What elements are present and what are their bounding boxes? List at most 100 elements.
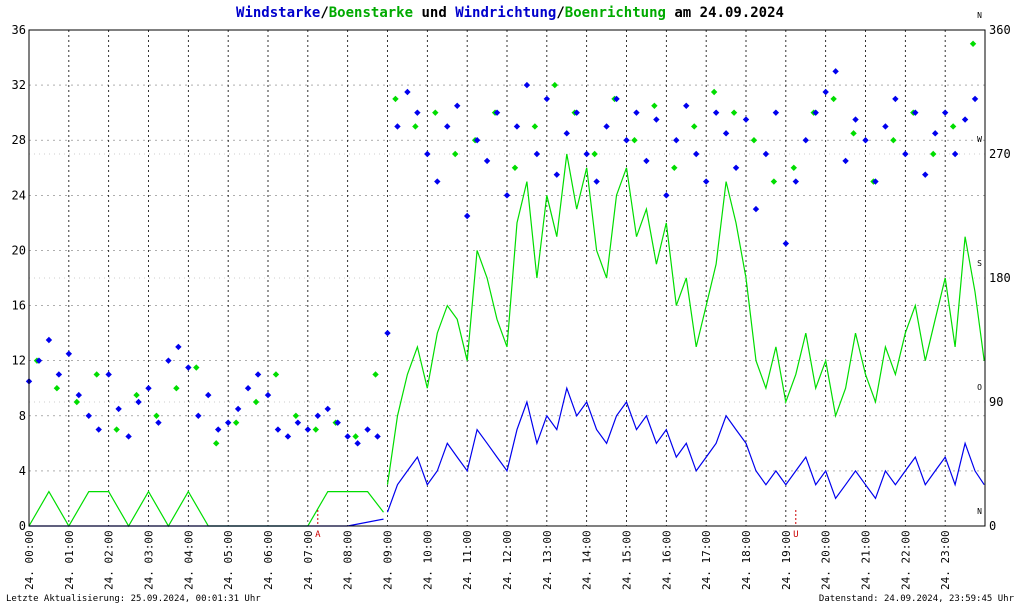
point-boenrichtung (850, 130, 857, 137)
point-boenrichtung (292, 412, 300, 419)
marker-label: U (793, 530, 798, 540)
point-boenrichtung (591, 150, 598, 158)
point-windrichtung (951, 150, 959, 158)
point-boenrichtung (392, 95, 399, 103)
point-windrichtung (473, 137, 481, 144)
point-boenrichtung (651, 102, 658, 109)
x-tick-label: 24. 22:00 (899, 530, 912, 590)
point-windrichtung (115, 405, 122, 413)
chart-title: Windstarke/Boenstarke und Windrichtung/B… (236, 5, 784, 21)
point-windrichtung (85, 412, 92, 419)
x-tick-label: 24. 12:00 (501, 530, 514, 590)
point-windrichtung (274, 426, 282, 433)
compass-label: W (977, 135, 982, 144)
point-boenrichtung (452, 150, 459, 158)
point-windrichtung (712, 109, 720, 116)
point-boenrichtung (949, 123, 957, 130)
point-windrichtung (45, 336, 53, 344)
point-windrichtung (125, 433, 132, 440)
compass-label: S (977, 259, 982, 268)
x-tick-label: 24. 19:00 (780, 530, 793, 590)
point-windrichtung (224, 419, 232, 426)
footer-last-update: Letzte Aktualisierung: 25.09.2024, 00:01… (6, 594, 261, 604)
point-windrichtung (971, 95, 979, 103)
point-windrichtung (902, 150, 909, 158)
point-windrichtung (215, 426, 222, 433)
point-boenrichtung (830, 95, 837, 103)
point-windrichtung (483, 157, 491, 165)
point-windrichtung (404, 88, 411, 96)
point-boenrichtung (113, 426, 120, 433)
point-windrichtung (762, 150, 770, 158)
point-boenrichtung (173, 385, 180, 392)
point-windrichtung (852, 116, 859, 123)
point-windrichtung (593, 178, 600, 185)
x-tick-label: 24. 23:00 (939, 530, 952, 590)
point-windrichtung (105, 371, 112, 378)
point-windrichtung (444, 123, 451, 130)
series-line-boenstarke (386, 153, 985, 485)
point-windrichtung (304, 426, 312, 433)
point-boenrichtung (671, 164, 678, 171)
y-left-tick-label: 0 (19, 519, 26, 533)
point-windrichtung (862, 137, 869, 144)
y-right-tick-label: 360 (989, 23, 1011, 37)
x-tick-label: 24. 10:00 (421, 530, 434, 590)
point-windrichtung (772, 109, 780, 116)
point-windrichtung (344, 433, 351, 440)
x-tick-label: 24. 02:00 (103, 530, 116, 590)
title-part-7: am 24.09.2024 (666, 5, 784, 21)
axis-layer (28, 29, 986, 527)
point-boenrichtung (531, 123, 539, 130)
x-tick-label: 24. 05:00 (222, 530, 235, 590)
point-windrichtung (533, 150, 541, 158)
point-boenrichtung (73, 398, 80, 406)
x-tick-label: 24. 13:00 (541, 530, 554, 590)
compass-label: O (977, 383, 982, 392)
point-windrichtung (822, 88, 829, 96)
y-right-tick-label: 270 (989, 147, 1011, 161)
point-windrichtung (463, 212, 471, 220)
point-windrichtung (961, 116, 969, 123)
point-boenrichtung (133, 391, 140, 399)
x-tick-label: 24. 16:00 (660, 530, 673, 590)
x-tick-label: 24. 11:00 (461, 530, 474, 590)
series-line-windstarke (386, 386, 985, 513)
point-windrichtung (384, 329, 391, 337)
x-tick-label: 24. 20:00 (820, 530, 833, 590)
y-left-tick-label: 4 (19, 464, 26, 478)
x-tick-label: 24. 17:00 (700, 530, 713, 590)
x-tick-label: 24. 03:00 (143, 530, 156, 590)
y-right-tick-label: 0 (989, 519, 996, 533)
point-windrichtung (573, 109, 580, 116)
point-boenrichtung (272, 371, 280, 378)
point-windrichtung (693, 150, 700, 158)
y-left-tick-label: 28 (12, 133, 26, 147)
point-windrichtung (752, 205, 760, 213)
point-windrichtung (932, 130, 939, 137)
point-windrichtung (673, 137, 680, 144)
direction-layer (25, 40, 979, 447)
point-boenrichtung (153, 412, 160, 419)
point-windrichtung (842, 157, 849, 165)
point-windrichtung (653, 116, 660, 123)
point-windrichtung (175, 343, 182, 351)
point-windrichtung (145, 385, 152, 392)
point-windrichtung (493, 109, 501, 116)
point-windrichtung (294, 419, 302, 426)
point-boenrichtung (730, 109, 738, 116)
point-windrichtung (434, 178, 441, 185)
x-tick-label: 24. 01:00 (63, 530, 76, 590)
y-right-tick-label: 90 (989, 395, 1003, 409)
point-windrichtung (633, 109, 640, 116)
point-windrichtung (802, 137, 809, 144)
point-windrichtung (892, 95, 899, 103)
point-windrichtung (563, 130, 570, 137)
point-boenrichtung (930, 150, 937, 158)
x-tick-label: 24. 14:00 (581, 530, 594, 590)
y-left-tick-label: 16 (12, 299, 26, 313)
point-windrichtung (882, 123, 889, 130)
y-left-tick-label: 12 (12, 354, 26, 368)
x-tick-label: 24. 15:00 (621, 530, 634, 590)
y-left-tick-label: 36 (12, 23, 26, 37)
